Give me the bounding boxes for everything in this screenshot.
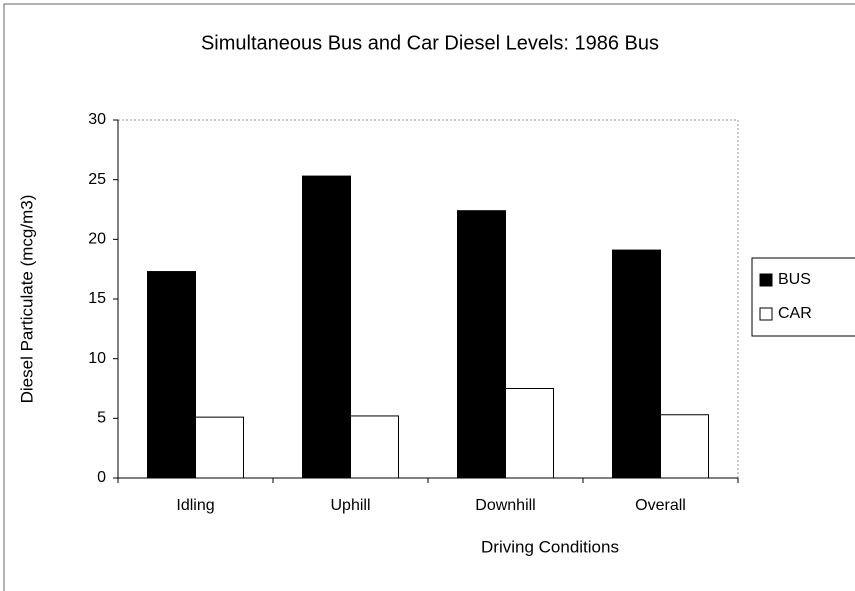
y-tick-label: 25 xyxy=(88,171,106,188)
bar xyxy=(350,415,399,479)
bar xyxy=(195,416,244,479)
y-tick-label: 5 xyxy=(97,410,106,427)
y-tick-label: 0 xyxy=(97,469,106,486)
y-axis-label: Diesel Particulate (mcg/m3) xyxy=(17,195,36,404)
y-tick-label: 30 xyxy=(88,111,106,128)
x-tick-label: Downhill xyxy=(475,497,535,514)
x-tick-label: Overall xyxy=(635,497,686,514)
bar xyxy=(147,271,196,479)
legend-label: BUS xyxy=(778,271,811,288)
y-tick-label: 20 xyxy=(88,231,106,248)
legend-box xyxy=(751,257,855,337)
bar xyxy=(457,210,506,479)
bar xyxy=(505,388,554,479)
legend-swatch xyxy=(759,273,773,287)
y-tick-label: 10 xyxy=(88,350,106,367)
x-tick-label: Uphill xyxy=(330,497,370,514)
bar xyxy=(660,414,709,479)
bar xyxy=(612,249,661,479)
chart-title: Simultaneous Bus and Car Diesel Levels: … xyxy=(201,32,659,54)
legend-label: CAR xyxy=(778,305,812,322)
x-tick-label: Idling xyxy=(176,497,214,514)
legend-swatch xyxy=(759,307,773,321)
y-tick-label: 15 xyxy=(88,290,106,307)
x-axis-label: Driving Conditions xyxy=(481,537,619,556)
bar xyxy=(302,175,351,479)
